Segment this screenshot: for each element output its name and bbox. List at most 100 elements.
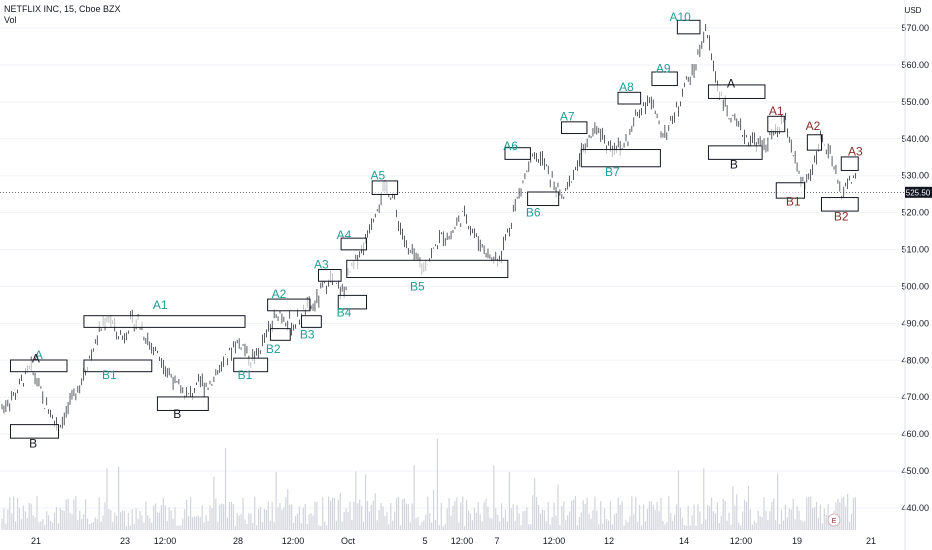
volume-bar (658, 510, 660, 530)
wave-box (337, 294, 368, 310)
volume-bar (675, 504, 678, 530)
volume-bar (180, 525, 182, 530)
wave-box (301, 315, 322, 328)
volume-bar (782, 520, 785, 530)
volume-bar (710, 497, 713, 530)
volume-bar (547, 502, 549, 530)
volume-bar (275, 471, 277, 530)
volume-bar (635, 497, 637, 530)
volume-bar (320, 525, 322, 530)
volume-bar (831, 523, 833, 530)
x-tick-label: 7 (494, 536, 499, 546)
currency-label: USD (905, 6, 922, 15)
volume-bar (796, 505, 798, 530)
wave-box (767, 115, 786, 133)
volume-bar (640, 525, 643, 530)
volume-bar (572, 499, 575, 530)
volume-bar (771, 502, 773, 530)
volume-bar (633, 514, 635, 530)
volume-bar (100, 521, 102, 530)
time-axis[interactable]: 21 23 12:00 28 12:00 Oct 5 12:00 7 12:00 12 14 12:00… (31, 536, 876, 546)
volume-bar (615, 513, 617, 530)
volume-bar (518, 513, 520, 530)
volume-bar (460, 502, 462, 530)
volume-bar (96, 519, 98, 530)
volume-bar (296, 513, 299, 530)
volume-bar (574, 496, 577, 530)
volume-bar (769, 511, 771, 530)
volume-bar (778, 524, 781, 530)
volume-bar (108, 508, 110, 530)
volume-bar (90, 522, 93, 530)
volume-bar (265, 509, 267, 530)
volume-bar (92, 522, 94, 530)
volume-legend: Vol (4, 15, 17, 25)
volume-bar (563, 501, 565, 530)
volume-bar (691, 515, 693, 530)
volume-bar (300, 523, 302, 530)
volume-bar (458, 522, 460, 530)
volume-bar (535, 496, 538, 530)
last-price-badge: 525.50 (905, 186, 932, 198)
volume-bar (121, 510, 124, 530)
price-axis[interactable]: 440.00 450.00 460.00 470.00 480.00 490.00 500.… (901, 0, 929, 550)
earnings-marker-label: E (832, 518, 837, 525)
volume-bar (483, 501, 485, 530)
volume-bar (720, 515, 722, 530)
volume-bar (16, 498, 19, 530)
volume-bar (817, 517, 820, 530)
volume-bar (131, 508, 133, 530)
wave-label: B (29, 436, 37, 450)
volume-bar (145, 501, 147, 530)
volume-bar (18, 507, 21, 530)
volume-bar (123, 511, 126, 530)
volume-bar (139, 511, 141, 530)
wave-box (9, 424, 60, 439)
volume-bar (627, 522, 629, 530)
volume-bar (110, 510, 112, 530)
volume-bar (596, 510, 598, 530)
volume-bar (392, 520, 394, 530)
volume-bar (469, 513, 472, 530)
volume-bar (40, 521, 42, 530)
volume-bar (493, 465, 495, 530)
volume-bar (61, 510, 63, 530)
volume-bar (195, 516, 197, 530)
volume-bar (604, 508, 606, 530)
wave-label: B3 (300, 327, 315, 341)
volume-bar (242, 497, 244, 530)
volume-bar (829, 521, 831, 530)
volume-bar (629, 516, 631, 530)
volume-bar (361, 506, 363, 530)
wave-box (820, 197, 859, 212)
volume-bar (487, 506, 489, 530)
volume-bar (184, 509, 186, 530)
volume-bar (475, 512, 477, 530)
wave-label: A9 (656, 62, 671, 76)
volume-bar (847, 493, 849, 530)
volume-bar (88, 524, 91, 530)
volume-bar (757, 510, 759, 530)
volume-bar (217, 522, 219, 530)
volume-bar (341, 521, 343, 530)
volume-bar (151, 522, 153, 530)
volume-bar (7, 509, 9, 530)
volume-bar (588, 513, 590, 530)
volume-bar (841, 497, 843, 530)
volume-bar (504, 509, 507, 530)
x-tick-label: 23 (120, 536, 130, 546)
volume-bar (273, 522, 275, 530)
volume-bar (397, 496, 400, 530)
earnings-marker[interactable]: E (827, 513, 841, 527)
volume-bar (726, 520, 728, 530)
volume-bar (491, 518, 493, 530)
volume-bar (362, 521, 365, 530)
volume-bar (502, 517, 505, 530)
wave-box (83, 315, 246, 328)
volume-bar (22, 505, 24, 530)
volume-bar (5, 523, 7, 530)
volume-bar (755, 522, 757, 530)
volume-bar (327, 496, 330, 530)
volume-bar (506, 521, 509, 530)
